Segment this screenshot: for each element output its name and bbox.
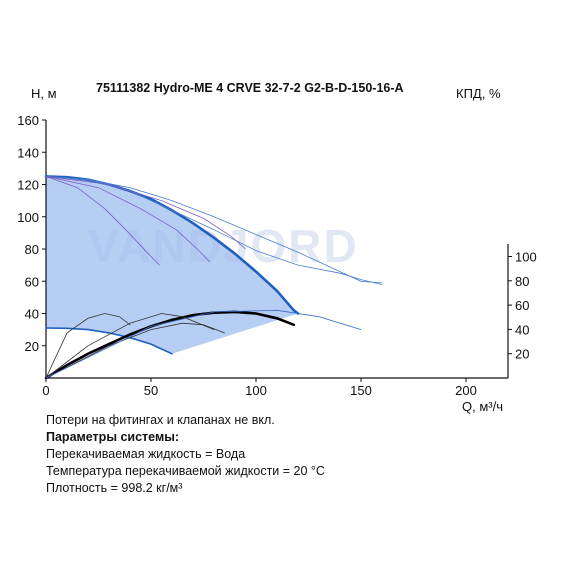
note-density: Плотность = 998.2 кг/м³ — [46, 481, 183, 495]
x-tick-label: 100 — [245, 383, 267, 398]
y2-tick-label: 20 — [515, 347, 529, 362]
x-tick-label: 0 — [42, 383, 49, 398]
y2-tick-label: 60 — [515, 298, 529, 313]
series-efficiency-extended — [45, 309, 362, 379]
y2-tick-label: 100 — [515, 250, 537, 265]
system-notes: Потери на фитингах и клапанах не вкл. Па… — [46, 412, 325, 497]
series-head-min — [45, 327, 173, 355]
y-tick-label: 100 — [17, 210, 39, 225]
operating-area — [46, 176, 298, 354]
series-efficiency-partial — [45, 313, 131, 379]
y-tick-label: 60 — [25, 274, 39, 289]
y-tick-label: 120 — [17, 178, 39, 193]
chart-title: 75111382 Hydro-ME 4 CRVE 32-7-2 G2-B-D-1… — [96, 81, 404, 95]
y2-tick-label: 40 — [515, 322, 529, 337]
y2-tick-label: 80 — [515, 274, 529, 289]
x-tick-label: 200 — [455, 383, 477, 398]
series-head-extended — [45, 176, 383, 284]
y-axis-label: H, м — [31, 86, 57, 101]
series-partial-speed — [45, 176, 246, 250]
note-liquid: Перекачиваемая жидкость = Вода — [46, 447, 246, 461]
y2-axis-label: КПД, % — [456, 86, 501, 101]
x-axis-label: Q, м³/ч — [462, 399, 503, 414]
note-temperature: Температура перекачиваемой жидкости = 20… — [46, 464, 325, 478]
x-tick-label: 150 — [350, 383, 372, 398]
y-tick-label: 140 — [17, 145, 39, 160]
note-system-params-heading: Параметры системы: — [46, 430, 180, 444]
y-tick-label: 80 — [25, 242, 39, 257]
series-partial-speed — [45, 176, 211, 263]
x-tick-label: 50 — [144, 383, 158, 398]
y-tick-label: 20 — [25, 339, 39, 354]
series-efficiency-partial — [45, 322, 225, 379]
series-partial-speed — [45, 176, 160, 266]
series-efficiency-max — [44, 310, 296, 380]
note-fittings: Потери на фитингах и клапанах не вкл. — [46, 413, 275, 427]
series-efficiency-partial — [45, 313, 215, 379]
y-tick-label: 160 — [17, 113, 39, 128]
y-tick-label: 40 — [25, 307, 39, 322]
